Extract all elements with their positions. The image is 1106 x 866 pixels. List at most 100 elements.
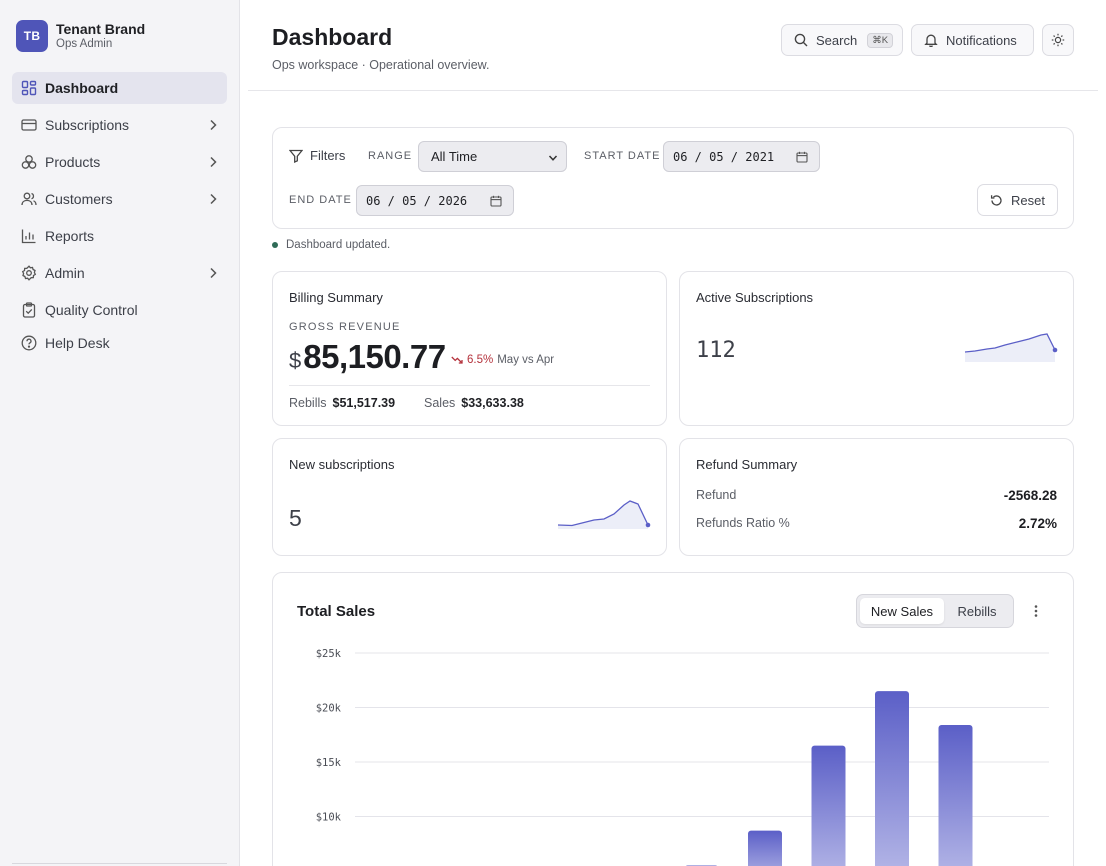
page-subtitle: Ops workspace · Operational overview. — [272, 58, 490, 72]
tenant-switcher[interactable]: TB Tenant Brand Ops Admin — [16, 20, 145, 52]
chevron-right-icon — [209, 155, 219, 169]
active-subscriptions-sparkline — [964, 333, 1058, 362]
y-tick-label: $15k — [316, 757, 342, 769]
status-dot — [272, 242, 278, 248]
sidebar-item-reports[interactable]: Reports — [12, 220, 227, 252]
theme-toggle-button[interactable] — [1042, 24, 1074, 56]
card-title: New subscriptions — [289, 457, 395, 472]
gross-revenue-amount: 85,150.77 — [303, 338, 446, 375]
reset-button[interactable]: Reset — [977, 184, 1058, 216]
sidebar-item-dashboard[interactable]: Dashboard — [12, 72, 227, 104]
users-icon — [20, 191, 37, 208]
refund-summary-card: Refund Summary Refund -2568.28 Refunds R… — [679, 438, 1074, 556]
products-icon — [20, 154, 37, 171]
y-tick-label: $25k — [316, 648, 342, 660]
billing-summary-card: Billing Summary GROSS REVENUE $ 85,150.7… — [272, 271, 667, 426]
sidebar-item-customers[interactable]: Customers — [12, 183, 227, 215]
rebills-stat: Rebills $51,517.39 — [289, 396, 395, 410]
card-title: Refund Summary — [696, 457, 798, 472]
filters-panel: Filters RANGE All Time START DATE 06 / 0… — [272, 127, 1074, 229]
sidebar-item-label: Products — [45, 154, 101, 170]
sidebar-item-label: Help Desk — [45, 335, 110, 351]
range-value: All Time — [431, 149, 478, 164]
status-message: Dashboard updated. — [272, 239, 390, 251]
tab-new-sales[interactable]: New Sales — [860, 598, 944, 624]
sidebar-item-label: Reports — [45, 228, 95, 244]
sidebar: TB Tenant Brand Ops Admin Dashboard Subs… — [0, 0, 240, 866]
filters-toggle[interactable]: Filters — [289, 148, 345, 163]
filters-label: Filters — [310, 148, 346, 163]
range-select[interactable]: All Time — [418, 141, 567, 172]
gear-icon — [20, 265, 37, 282]
refund-ratio-label: Refunds Ratio % — [696, 516, 790, 530]
reset-icon — [990, 194, 1003, 207]
total-sales-card: $25k$20k$15k$10k$5k Total Sales New Sale… — [272, 572, 1074, 866]
tab-rebills[interactable]: Rebills — [957, 603, 997, 619]
sidebar-item-label: Dashboard — [45, 80, 119, 96]
sales-type-toggle: New Sales Rebills — [856, 594, 1014, 628]
search-shortcut: ⌘K — [867, 32, 894, 48]
end-date-input[interactable]: 06 / 05 / 2026 — [356, 185, 514, 216]
currency-symbol: $ — [289, 348, 302, 373]
start-date-label: START DATE — [584, 150, 661, 162]
delta-period: May vs Apr — [497, 354, 555, 366]
more-options-button[interactable] — [1027, 601, 1045, 621]
new-subscriptions-value: 5 — [289, 505, 302, 531]
clipboard-check-icon — [20, 302, 37, 319]
rebills-label: Rebills — [289, 396, 327, 410]
active-subscriptions-card: Active Subscriptions 112 — [679, 271, 1074, 426]
page-title: Dashboard — [272, 24, 393, 50]
y-tick-label: $10k — [316, 812, 342, 824]
sidebar-footer-divider — [12, 863, 227, 866]
chevron-right-icon — [209, 118, 219, 132]
refund-label: Refund — [696, 488, 737, 502]
chart-bar[interactable] — [938, 724, 973, 866]
start-date-input[interactable]: 06 / 05 / 2021 — [663, 141, 820, 172]
y-tick-label: $20k — [316, 703, 342, 715]
search-button[interactable]: Search ⌘K — [781, 24, 903, 56]
trend-down-icon — [451, 355, 463, 365]
active-subscriptions-value: 112 — [696, 338, 736, 363]
new-subscriptions-sparkline — [557, 500, 651, 529]
search-label: Search — [816, 32, 858, 48]
dashboard-icon — [20, 80, 37, 97]
total-sales-chart: $25k$20k$15k$10k$5k — [316, 648, 1049, 866]
sidebar-item-quality-control[interactable]: Quality Control — [12, 294, 227, 326]
sidebar-item-label: Subscriptions — [45, 117, 130, 133]
card-title: Active Subscriptions — [696, 290, 814, 305]
refund-ratio-value: 2.72% — [1018, 516, 1057, 531]
avatar: TB — [16, 20, 48, 52]
delta-percent: 6.5% — [467, 354, 494, 366]
sidebar-item-label: Customers — [45, 191, 113, 207]
chevron-down-icon — [548, 151, 558, 166]
sales-value: $33,633.38 — [461, 396, 524, 410]
sidebar-nav: Dashboard Subscriptions Products Custome… — [12, 72, 227, 364]
refund-row: Refund -2568.28 — [696, 488, 1057, 503]
chart-title: Total Sales — [297, 603, 376, 620]
gross-revenue-label: GROSS REVENUE — [289, 321, 401, 333]
calendar-icon[interactable] — [796, 151, 808, 166]
divider — [289, 385, 650, 386]
sidebar-item-help-desk[interactable]: Help Desk — [12, 327, 227, 359]
sidebar-item-products[interactable]: Products — [12, 146, 227, 178]
end-date-label: END DATE — [289, 194, 352, 206]
end-date-value: 06 / 05 / 2026 — [366, 193, 468, 208]
sidebar-item-subscriptions[interactable]: Subscriptions — [12, 109, 227, 141]
sidebar-item-admin[interactable]: Admin — [12, 257, 227, 289]
sales-stat: Sales $33,633.38 — [424, 396, 524, 410]
brand-name: Tenant Brand — [56, 20, 146, 37]
calendar-icon[interactable] — [490, 195, 502, 210]
chart-bar[interactable] — [748, 830, 782, 866]
chart-bar[interactable] — [811, 745, 846, 866]
notifications-button[interactable]: Notifications — [911, 24, 1034, 56]
chart-bar[interactable] — [875, 691, 909, 866]
status-text: Dashboard updated. — [286, 239, 391, 251]
range-label: RANGE — [368, 150, 413, 162]
brand-role: Ops Admin — [56, 37, 113, 50]
sidebar-item-label: Quality Control — [45, 302, 138, 318]
search-icon — [794, 33, 808, 47]
gross-revenue-value: $ 85,150.77 — [289, 338, 446, 376]
rebills-value: $51,517.39 — [332, 396, 396, 410]
card-icon — [20, 117, 37, 134]
refund-ratio-row: Refunds Ratio % 2.72% — [696, 516, 1057, 531]
